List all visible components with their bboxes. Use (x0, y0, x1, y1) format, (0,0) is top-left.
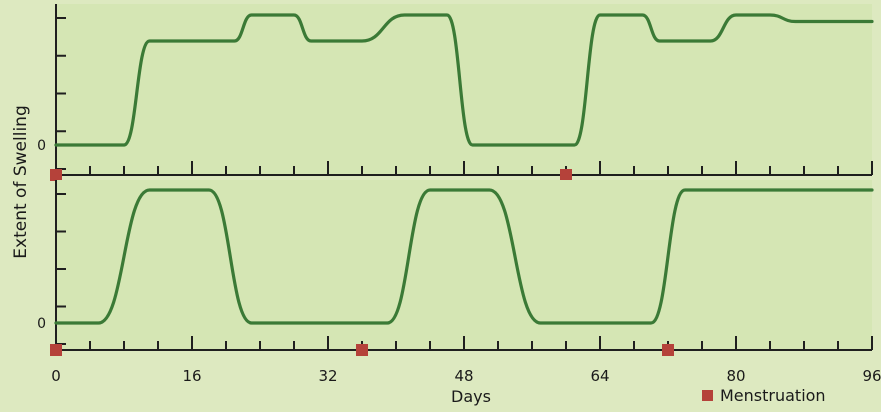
y-tick-label: 0 (37, 138, 46, 154)
legend-marker (702, 390, 713, 401)
plot-area (56, 4, 872, 175)
y-axis-label: Extent of Swelling (11, 105, 31, 258)
menstruation-marker (662, 344, 674, 356)
x-tick-label: 96 (862, 367, 881, 385)
series-line (54, 13, 874, 147)
menstruation-marker (356, 344, 368, 356)
x-tick-label: 64 (590, 367, 609, 385)
series-line (54, 188, 874, 325)
legend: Menstruation (702, 386, 826, 405)
panels-layer: 00 (37, 4, 874, 356)
x-tick-label: 80 (726, 367, 745, 385)
legend-label: Menstruation (720, 386, 826, 405)
menstruation-marker (50, 344, 62, 356)
y-tick-label: 0 (37, 316, 46, 332)
menstruation-marker (560, 169, 572, 181)
x-axis-label: Days (451, 387, 491, 406)
x-tick-label: 0 (51, 367, 61, 385)
chart-panel-top: 0 (37, 4, 874, 181)
x-tick-label: 32 (318, 367, 337, 385)
x-tick-labels: 0 16 32 48 64 80 96 (51, 367, 881, 385)
menstruation-marker (50, 169, 62, 181)
plot-area (56, 180, 872, 350)
x-tick-label: 48 (454, 367, 473, 385)
x-tick-label: 16 (182, 367, 201, 385)
chart-panel-bottom: 0 (37, 180, 874, 356)
